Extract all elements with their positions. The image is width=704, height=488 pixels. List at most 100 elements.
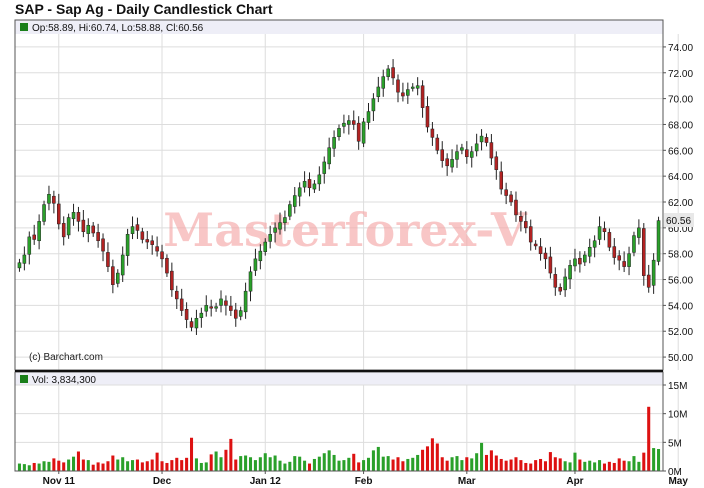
candle-up <box>637 227 641 238</box>
price-plot-area <box>15 20 663 370</box>
volume-bar <box>229 438 233 471</box>
volume-bar <box>534 460 538 471</box>
volume-bar <box>460 460 464 471</box>
volume-legend-text: Vol: 3,834,300 <box>32 375 96 386</box>
volume-bar <box>593 462 597 471</box>
volume-tick-label: 0M <box>668 467 682 478</box>
volume-bar <box>543 461 547 471</box>
candle-down <box>425 106 430 128</box>
price-legend-marker <box>20 23 28 31</box>
volume-bar <box>637 461 641 471</box>
price-tick-label: 64.00 <box>668 172 693 183</box>
volume-bar <box>327 450 331 471</box>
volume-bar <box>435 443 439 471</box>
candle-up <box>302 181 307 188</box>
candle-up <box>130 226 135 234</box>
candle-up <box>125 234 130 256</box>
candle-up <box>120 254 125 276</box>
volume-bar <box>465 457 469 471</box>
volume-bar <box>578 459 582 471</box>
volume-axis-ticks: 15M 10M 5M 0M <box>663 381 687 478</box>
candle-down <box>179 298 184 311</box>
volume-bar <box>652 448 656 471</box>
candle-down <box>351 120 356 125</box>
candle-down <box>533 243 538 247</box>
volume-bar <box>445 460 449 471</box>
volume-bar <box>150 459 154 471</box>
volume-bar <box>101 463 105 471</box>
volume-bar <box>391 459 395 471</box>
candle-up <box>376 86 381 97</box>
candle-up <box>317 174 322 185</box>
candle-up <box>381 76 386 89</box>
volume-bar <box>312 458 316 471</box>
candle-down <box>61 223 66 238</box>
candle-up <box>361 121 366 144</box>
candle-up <box>288 204 292 217</box>
volume-bar <box>411 457 415 471</box>
candle-down <box>538 246 543 254</box>
candle-down <box>391 67 395 79</box>
candle-up <box>268 234 272 242</box>
candle-up <box>71 212 76 220</box>
volume-bar <box>170 460 174 471</box>
candle-down <box>617 255 621 261</box>
volume-bar <box>371 450 375 471</box>
candle-up <box>263 241 268 253</box>
volume-bar <box>194 458 198 471</box>
candle-up <box>469 151 474 158</box>
candle-up <box>337 128 341 137</box>
candle-up <box>238 310 243 317</box>
volume-bar <box>27 465 31 471</box>
candle-down <box>135 224 140 231</box>
volume-bar <box>22 464 26 471</box>
candle-up <box>214 306 218 309</box>
candle-up <box>479 135 484 143</box>
candle-up <box>47 193 51 204</box>
candle-down <box>622 261 626 267</box>
candle-up <box>568 265 572 280</box>
candle-up <box>366 111 371 123</box>
candle-up <box>656 220 661 262</box>
candle-up <box>563 276 567 291</box>
x-month-label: Nov 11 <box>43 476 76 487</box>
volume-bar <box>224 449 228 471</box>
volume-bar <box>91 464 95 471</box>
candle-down <box>52 195 56 204</box>
volume-bar <box>470 458 474 471</box>
candle-up <box>322 161 327 174</box>
volume-bar <box>180 460 184 471</box>
price-tick-label: 58.00 <box>668 250 693 261</box>
volume-bar <box>307 463 312 471</box>
volume-bar <box>347 457 351 471</box>
candle-down <box>499 171 504 190</box>
volume-bar <box>568 462 572 471</box>
candle-up <box>450 159 454 168</box>
volume-bar <box>219 457 223 471</box>
price-gridlines <box>15 46 663 358</box>
volume-bar <box>96 462 100 471</box>
candle-down <box>160 251 164 260</box>
volume-bar <box>244 455 248 471</box>
volume-bar <box>627 461 631 471</box>
candle-up <box>597 226 602 240</box>
volume-bar <box>514 457 518 471</box>
volume-bar <box>617 458 621 471</box>
price-legend-band <box>15 20 663 34</box>
volume-bar <box>121 457 125 471</box>
volume-bar <box>76 451 80 471</box>
candle-up <box>116 272 120 284</box>
volume-bar <box>126 461 130 471</box>
volume-bar <box>37 463 41 471</box>
price-tick-label: 72.00 <box>668 69 693 80</box>
candle-down <box>435 137 440 151</box>
candle-up <box>460 147 464 151</box>
volume-bar <box>494 455 498 471</box>
last-price-box <box>664 213 694 227</box>
candle-down <box>155 246 159 252</box>
candle-up <box>199 312 204 318</box>
price-tick-label: 52.00 <box>668 327 693 338</box>
volume-bar <box>480 442 484 471</box>
volume-bar <box>111 455 115 471</box>
